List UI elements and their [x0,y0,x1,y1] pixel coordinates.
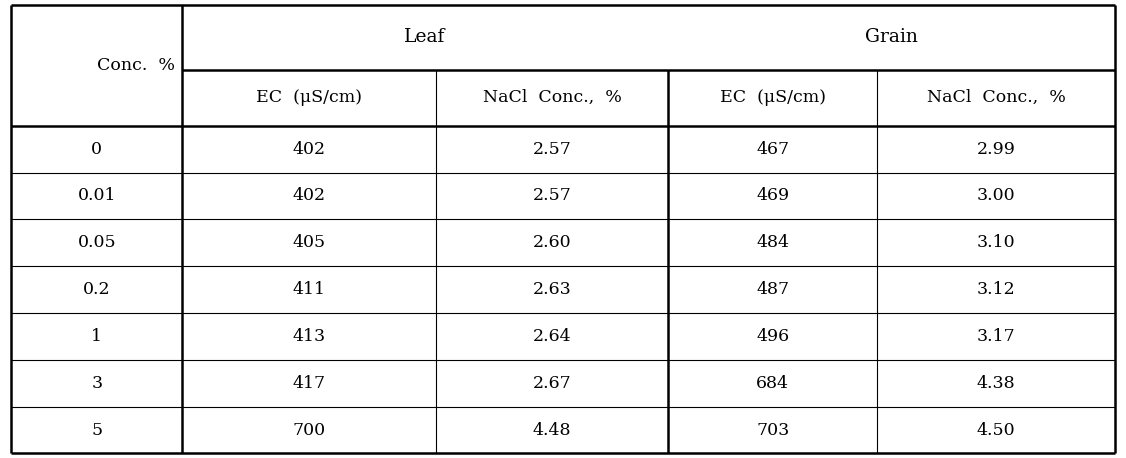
Text: EC  (μS/cm): EC (μS/cm) [720,89,825,106]
Text: 2.64: 2.64 [533,328,571,345]
Text: 2.63: 2.63 [533,281,571,298]
Text: Conc.  %: Conc. % [97,57,175,74]
Text: 2.60: 2.60 [533,234,571,251]
Text: 405: 405 [293,234,325,251]
Text: 4.48: 4.48 [533,421,571,438]
Text: 1: 1 [91,328,102,345]
Text: 402: 402 [293,187,325,204]
Text: 4.50: 4.50 [976,421,1016,438]
Text: 0: 0 [91,141,102,158]
Text: 3.12: 3.12 [976,281,1016,298]
Text: 417: 417 [293,375,325,392]
Text: EC  (μS/cm): EC (μS/cm) [257,89,363,106]
Text: 2.99: 2.99 [976,141,1016,158]
Text: 484: 484 [757,234,789,251]
Text: 0.01: 0.01 [78,187,116,204]
Text: 3.00: 3.00 [976,187,1016,204]
Text: 3.17: 3.17 [976,328,1016,345]
Text: 3.10: 3.10 [976,234,1016,251]
Text: 496: 496 [756,328,789,345]
Text: 487: 487 [756,281,789,298]
Text: NaCl  Conc.,  %: NaCl Conc., % [927,89,1065,106]
Text: 2.57: 2.57 [533,141,571,158]
Text: 684: 684 [757,375,789,392]
Text: 411: 411 [293,281,325,298]
Text: 413: 413 [293,328,325,345]
Text: NaCl  Conc.,  %: NaCl Conc., % [483,89,622,106]
Text: 703: 703 [756,421,789,438]
Text: Grain: Grain [865,28,918,46]
Text: 4.38: 4.38 [976,375,1016,392]
Text: 3: 3 [91,375,102,392]
Text: 5: 5 [91,421,102,438]
Text: 402: 402 [293,141,325,158]
Text: 2.67: 2.67 [533,375,571,392]
Text: 469: 469 [756,187,789,204]
Text: 2.57: 2.57 [533,187,571,204]
Text: 0.05: 0.05 [78,234,116,251]
Text: Leaf: Leaf [404,28,446,46]
Text: 467: 467 [756,141,789,158]
Text: 0.2: 0.2 [83,281,110,298]
Text: 700: 700 [293,421,325,438]
